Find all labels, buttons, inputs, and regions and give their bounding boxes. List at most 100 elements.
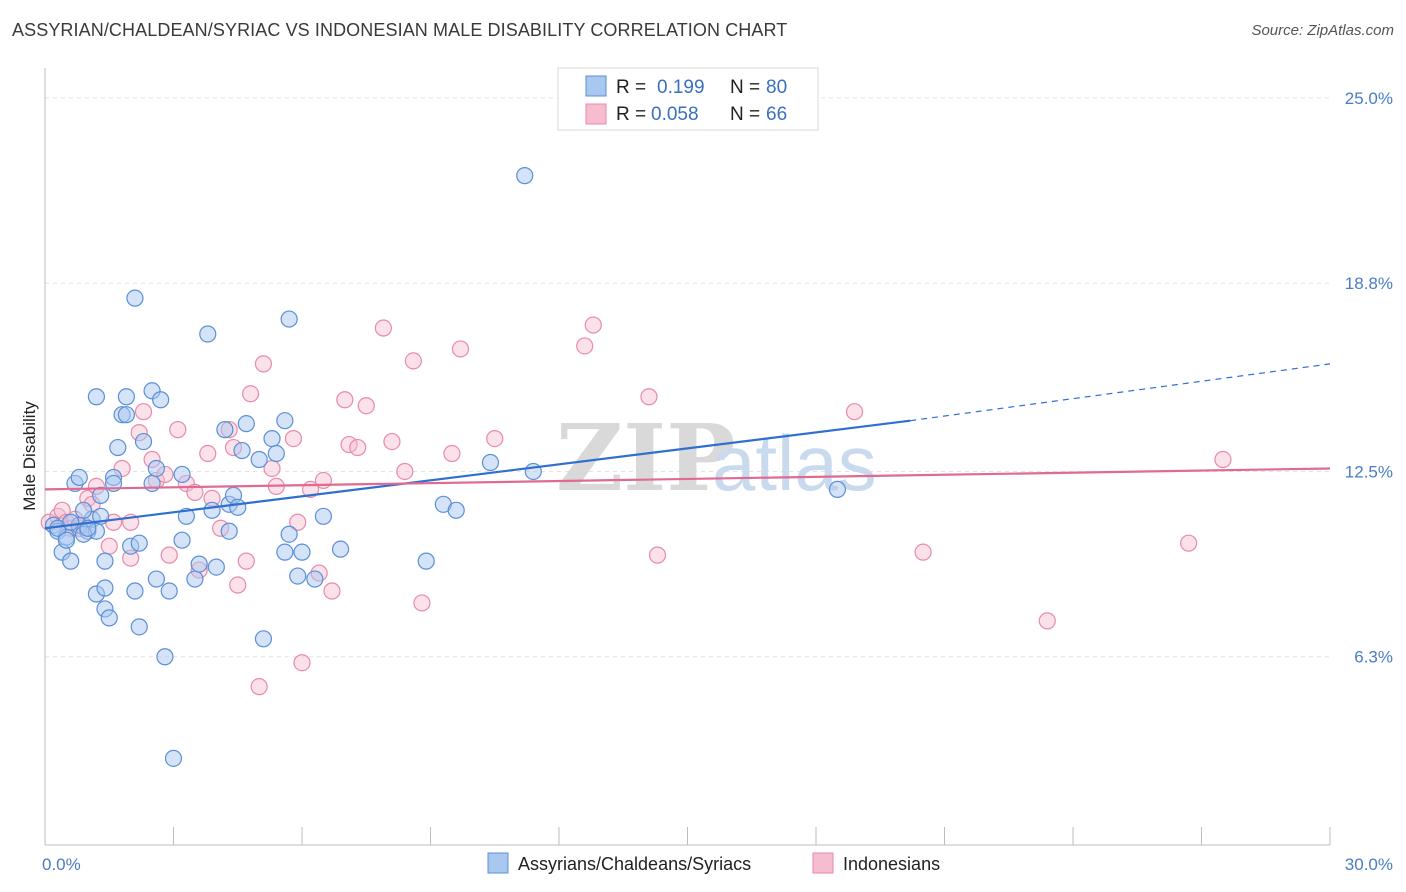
assyrians-point-57 — [293, 543, 311, 561]
bottom-legend-label-indonesians: Indonesians — [843, 854, 940, 874]
trend-lines — [44, 363, 1331, 530]
assyrians-point-49 — [250, 450, 268, 469]
assyrians-point-48 — [237, 415, 255, 433]
assyrians-point-47 — [229, 498, 247, 516]
assyrians-point-14 — [100, 609, 118, 627]
indonesians-point-19 — [160, 546, 178, 564]
legend-r-value-blue: 0.199 — [657, 77, 705, 98]
assyrians-point-59 — [314, 507, 333, 525]
indonesians-point-29 — [229, 576, 247, 594]
indonesians-point-57 — [640, 388, 658, 406]
assyrians-point-23 — [92, 486, 110, 504]
assyrians-point-26 — [130, 618, 148, 636]
assyrians-point-37 — [173, 531, 191, 549]
assyrians-point-56 — [289, 567, 307, 585]
indonesians-point-11 — [100, 537, 118, 555]
indonesians-point-42 — [323, 582, 341, 600]
y-tick-label-2: 18.8% — [1345, 274, 1393, 293]
x-tick-label-1: 30.0% — [1345, 855, 1393, 874]
indonesians-point-60 — [914, 543, 932, 561]
assyrians-trend-line — [44, 419, 911, 530]
assyrians-point-60 — [331, 540, 350, 558]
x-tick-label-0: 0.0% — [42, 855, 81, 874]
indonesians-point-38 — [293, 654, 311, 672]
indonesians-point-33 — [254, 355, 273, 373]
indonesians-point-55 — [576, 337, 594, 355]
indonesians-point-36 — [284, 429, 303, 448]
assyrians-point-51 — [263, 429, 281, 448]
x-tick-labels: 0.0% 30.0% — [42, 855, 1393, 874]
assyrians-point-68 — [481, 453, 500, 472]
legend-n-value-pink: 66 — [766, 104, 787, 125]
assyrians-point-22 — [87, 388, 106, 406]
assyrians-point-4 — [62, 552, 80, 570]
assyrians-point-71 — [828, 480, 847, 498]
assyrians-point-39 — [186, 570, 204, 588]
assyrians-point-44 — [216, 421, 234, 439]
assyrians-points — [44, 167, 847, 767]
legend-r-value-pink: 0.058 — [651, 104, 699, 125]
indonesians-point-56 — [584, 316, 602, 334]
legend-n-label-pink: N = — [730, 104, 760, 125]
axes — [44, 68, 1331, 846]
assyrians-point-25 — [130, 534, 148, 552]
indonesians-point-52 — [443, 444, 461, 463]
assyrians-point-35 — [156, 648, 174, 666]
assyrians-point-33 — [147, 570, 165, 588]
assyrians-point-40 — [190, 555, 208, 573]
assyrians-point-54 — [276, 412, 294, 430]
indonesians-point-48 — [383, 432, 401, 451]
indonesians-point-50 — [404, 352, 422, 370]
assyrians-point-67 — [447, 501, 465, 519]
assyrians-point-34 — [160, 582, 178, 600]
indonesians-trend-line — [44, 467, 1331, 491]
indonesians-point-49 — [396, 462, 414, 481]
indonesians-point-32 — [250, 678, 268, 696]
y-tick-labels: 6.3% 12.5% 18.8% 25.0% — [1345, 89, 1393, 667]
indonesians-point-59 — [845, 403, 864, 421]
assyrians-point-64 — [173, 465, 191, 484]
indonesians-point-37 — [289, 513, 307, 531]
indonesians-point-63 — [1214, 450, 1232, 469]
series-legend: Assyrians/Chaldeans/Syriacs Indonesians — [487, 852, 940, 874]
assyrians-point-50 — [254, 630, 273, 648]
indonesians-point-22 — [186, 483, 204, 501]
indonesians-point-54 — [486, 429, 504, 448]
watermark: ZIP atlas — [556, 404, 877, 512]
assyrians-point-41 — [199, 325, 217, 343]
assyrians-point-61 — [280, 310, 298, 328]
bottom-legend-label-assyrians: Assyrians/Chaldeans/Syriacs — [518, 854, 751, 874]
assyrians-point-63 — [126, 289, 144, 307]
assyrians-point-58 — [306, 570, 324, 588]
indonesians-point-15 — [134, 403, 153, 421]
indonesians-point-43 — [336, 391, 354, 409]
indonesians-point-24 — [199, 444, 217, 463]
watermark-atlas: atlas — [712, 419, 877, 507]
assyrians-point-21 — [117, 388, 135, 406]
y-axis-title: Male Disability — [20, 401, 39, 511]
assyrians-point-38 — [177, 507, 195, 525]
indonesians-point-30 — [237, 552, 255, 570]
indonesians-point-47 — [374, 319, 392, 337]
indonesians-point-58 — [648, 546, 667, 564]
assyrians-point-77 — [220, 522, 238, 540]
bottom-legend-swatch-blue — [487, 852, 509, 874]
assyrians-point-74 — [62, 513, 80, 531]
legend-n-value-blue: 80 — [766, 77, 787, 98]
y-tick-label-0: 6.3% — [1354, 648, 1393, 667]
y-tick-label-3: 25.0% — [1345, 89, 1393, 108]
assyrians-point-15 — [96, 552, 114, 570]
assyrians-point-27 — [126, 582, 144, 600]
watermark-zip: ZIP — [556, 404, 735, 512]
source-label: Source: ZipAtlas.com — [1251, 22, 1394, 39]
assyrians-trend-extension — [910, 363, 1331, 422]
assyrians-point-65 — [417, 552, 435, 570]
assyrians-point-70 — [516, 167, 534, 185]
assyrians-point-52 — [267, 444, 285, 463]
assyrians-point-79 — [233, 441, 251, 460]
chart-title: ASSYRIAN/CHALDEAN/SYRIAC VS INDONESIAN M… — [12, 20, 788, 40]
bottom-legend-swatch-pink — [812, 852, 834, 874]
legend-swatch-blue — [585, 75, 607, 97]
indonesians-point-45 — [349, 438, 367, 457]
